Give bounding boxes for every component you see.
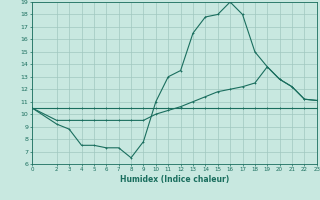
X-axis label: Humidex (Indice chaleur): Humidex (Indice chaleur) [120, 175, 229, 184]
